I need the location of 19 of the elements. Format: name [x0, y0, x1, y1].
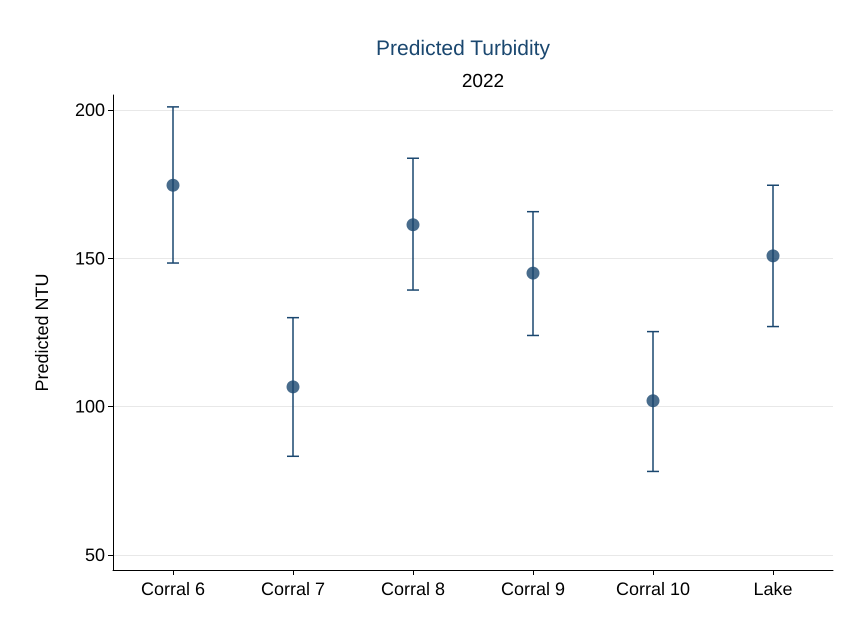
point: [526, 266, 540, 280]
x-tick-label: Lake: [753, 579, 793, 599]
x-tick-label: Corral 7: [260, 579, 326, 599]
x-tick-label: Corral 6: [140, 579, 206, 599]
x-tick-label: Corral 9: [500, 579, 566, 599]
y-axis-title: Predicted NTU: [32, 273, 52, 392]
point: [166, 178, 180, 192]
y-tick-label: 200: [74, 100, 105, 120]
point: [646, 394, 660, 408]
x-tick-label: Corral 8: [380, 579, 446, 599]
chart-subtitle: 2022: [462, 71, 504, 92]
chart-title: Predicted Turbidity: [376, 37, 550, 60]
y-tick-label: 50: [84, 545, 105, 566]
point: [286, 380, 300, 394]
point: [406, 218, 420, 232]
point: [766, 249, 780, 262]
y-tick-label: 150: [74, 248, 105, 268]
y-tick-label: 100: [74, 396, 105, 417]
x-tick-label: Corral 10: [616, 579, 690, 599]
